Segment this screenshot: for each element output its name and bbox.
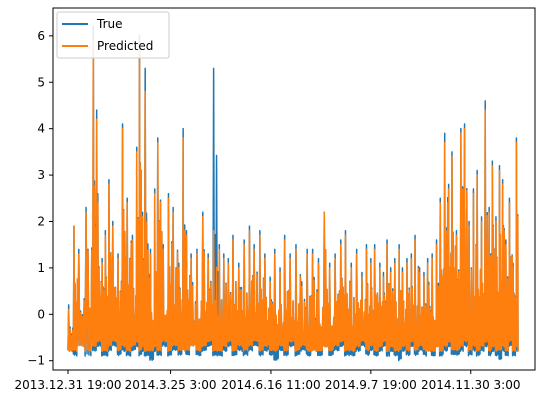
series-line-predicted	[67, 39, 519, 353]
y-tick-label: 3	[37, 168, 45, 182]
axes-frame	[52, 7, 536, 371]
y-tick-label: 6	[37, 29, 45, 43]
y-tick-label: 2	[37, 214, 45, 228]
x-tick-label: 2014.3.25 3:00	[125, 378, 217, 392]
legend-label-true: True	[96, 17, 123, 31]
x-axis: 2013.12.31 19:00 2014.3.25 3:00 2014.6.16 …	[14, 370, 520, 392]
x-tick-label: 2014.6.16 11:00	[221, 378, 320, 392]
x-tick-label: 2014.9.7 19:00	[325, 378, 417, 392]
series-line-true	[67, 25, 519, 362]
y-tick-label: 4	[37, 122, 45, 136]
y-tick-label: 1	[37, 261, 45, 275]
y-tick-label: −1	[27, 354, 45, 368]
y-tick-label: 5	[37, 75, 45, 89]
plot-area	[67, 25, 519, 362]
legend: True Predicted	[56, 11, 170, 59]
y-axis: −1 0 1 2 3 4 5 6	[27, 29, 53, 368]
y-tick-label: 0	[37, 307, 45, 321]
x-tick-label: 2013.12.31 19:00	[14, 378, 121, 392]
x-tick-label: 2014.11.30 3:00	[421, 378, 520, 392]
legend-label-predicted: Predicted	[97, 39, 153, 53]
